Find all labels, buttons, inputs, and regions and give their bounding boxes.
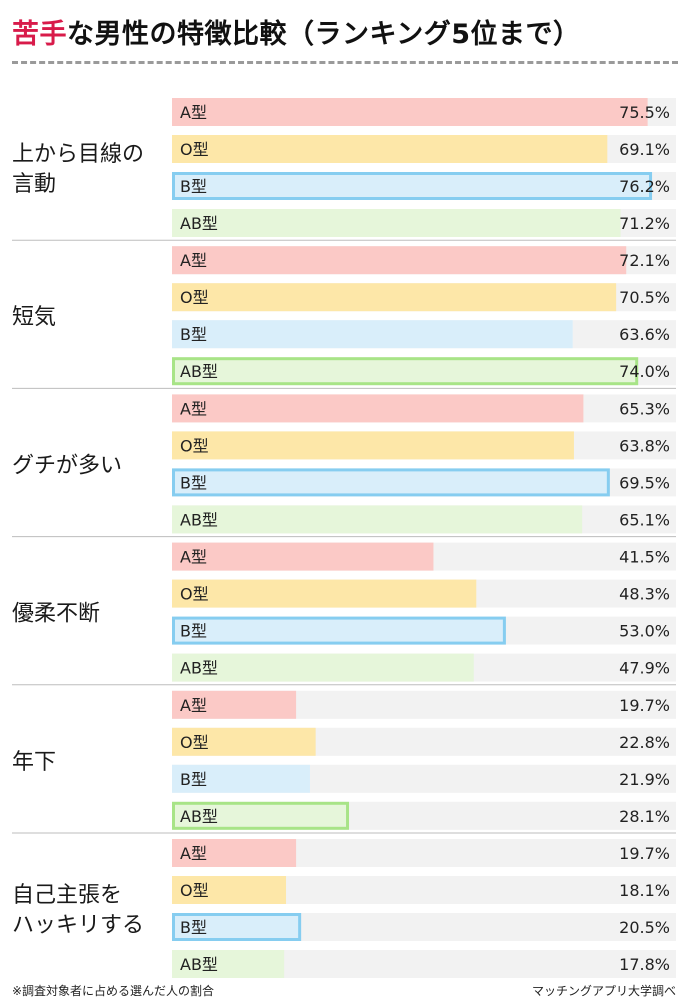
bar-series-label: A型 — [180, 548, 207, 567]
bar-value-label: 65.3% — [619, 399, 670, 418]
bar-a — [172, 542, 434, 571]
bar-ab — [172, 950, 285, 978]
bar-value-label: 19.7% — [619, 696, 670, 715]
bar-series-label: O型 — [180, 140, 209, 159]
group-label: 自己主張を — [12, 883, 122, 908]
bar-b — [172, 172, 653, 200]
title-accent: 苦手 — [12, 19, 67, 50]
group-label: 短気 — [12, 305, 56, 330]
bar-series-label: O型 — [180, 288, 209, 307]
bar-a — [172, 839, 297, 867]
bar-o — [172, 431, 574, 460]
bar-ab — [172, 505, 583, 534]
bar-series-label: A型 — [180, 103, 207, 122]
bar-value-label: 69.1% — [619, 140, 670, 159]
bar-value-label: 72.1% — [619, 251, 670, 270]
group-label: 優柔不断 — [12, 602, 100, 627]
bar-series-label: AB型 — [180, 362, 218, 381]
bar-value-label: 70.5% — [619, 288, 670, 307]
bar-series-label: B型 — [180, 770, 207, 789]
bar-value-label: 17.8% — [619, 955, 670, 974]
bar-value-label: 75.5% — [619, 103, 670, 122]
title-rest: な男性の特徴比較（ランキング5位まで） — [67, 19, 581, 50]
bar-series-label: B型 — [180, 918, 207, 937]
bar-value-label: 20.5% — [619, 918, 670, 937]
bar-value-label: 28.1% — [619, 807, 670, 826]
bar-value-label: 19.7% — [619, 844, 670, 863]
bar-ab — [172, 653, 474, 682]
group-label: ハッキリする — [12, 913, 144, 938]
bar-b — [172, 320, 573, 349]
bar-series-label: B型 — [180, 473, 207, 492]
bar-series-label: AB型 — [180, 214, 218, 233]
bar-series-label: A型 — [180, 399, 207, 418]
group-label: 上から目線の — [12, 142, 144, 167]
bar-value-label: 53.0% — [619, 622, 670, 641]
bar-ab — [172, 801, 350, 830]
bar-series-label: AB型 — [180, 659, 218, 678]
bar-a — [172, 98, 648, 126]
bar-ab — [172, 357, 639, 386]
bar-value-label: 65.1% — [619, 510, 670, 529]
bar-o — [172, 579, 477, 608]
bar-a — [172, 394, 584, 423]
bar-series-label: O型 — [180, 733, 209, 752]
bar-b — [172, 616, 506, 645]
chart-title: 苦手な男性の特徴比較（ランキング5位まで） — [12, 12, 580, 51]
bar-o — [172, 876, 287, 904]
bar-b — [172, 913, 302, 941]
bar-o — [172, 135, 608, 163]
group-label: 言動 — [12, 172, 56, 197]
bar-series-label: A型 — [180, 251, 207, 270]
bar-series-label: A型 — [180, 696, 207, 715]
bar-series-label: B型 — [180, 622, 207, 641]
bar-value-label: 74.0% — [619, 362, 670, 381]
group-label: グチが多い — [12, 453, 122, 478]
group-label: 年下 — [12, 750, 56, 775]
bar-value-label: 63.6% — [619, 325, 670, 344]
bar-series-label: O型 — [180, 436, 209, 455]
bar-series-label: AB型 — [180, 510, 218, 529]
bar-value-label: 71.2% — [619, 214, 670, 233]
bar-value-label: 69.5% — [619, 473, 670, 492]
bar-o — [172, 727, 316, 756]
bar-series-label: B型 — [180, 177, 207, 196]
chart-header: 苦手な男性の特徴比較（ランキング5位まで） — [0, 0, 690, 66]
footnote: ※調査対象者に占める選んだ人の割合 — [12, 984, 215, 998]
bar-a — [172, 690, 297, 719]
bar-value-label: 48.3% — [619, 585, 670, 604]
bar-value-label: 63.8% — [619, 436, 670, 455]
title-divider — [12, 61, 678, 64]
bar-ab — [172, 209, 621, 237]
bar-value-label: 47.9% — [619, 659, 670, 678]
bar-value-label: 18.1% — [619, 881, 670, 900]
bar-series-label: AB型 — [180, 955, 218, 974]
bar-a — [172, 246, 627, 275]
bar-series-label: A型 — [180, 844, 207, 863]
bar-value-label: 41.5% — [619, 548, 670, 567]
source-credit: マッチングアプリ大学調べ — [531, 984, 676, 998]
bar-value-label: 76.2% — [619, 177, 670, 196]
bar-value-label: 21.9% — [619, 770, 670, 789]
bar-o — [172, 283, 617, 312]
bar-b — [172, 468, 610, 497]
bar-series-label: O型 — [180, 585, 209, 604]
bar-series-label: AB型 — [180, 807, 218, 826]
bar-b — [172, 764, 310, 793]
bar-series-label: B型 — [180, 325, 207, 344]
bar-value-label: 22.8% — [619, 733, 670, 752]
bar-series-label: O型 — [180, 881, 209, 900]
